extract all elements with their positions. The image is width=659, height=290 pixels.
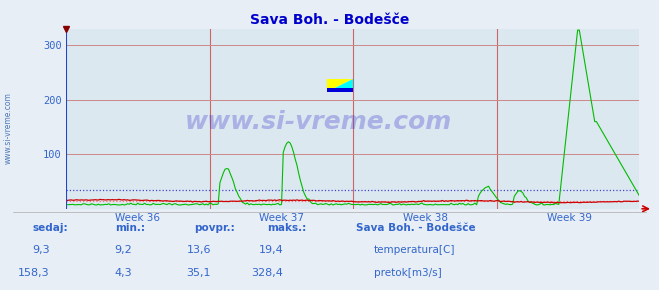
Text: sedaj:: sedaj:: [33, 223, 69, 233]
Text: maks.:: maks.:: [267, 223, 306, 233]
Text: povpr.:: povpr.:: [194, 223, 235, 233]
Bar: [327, 88, 353, 92]
Polygon shape: [327, 79, 353, 92]
Text: Sava Boh. - Bodešče: Sava Boh. - Bodešče: [250, 13, 409, 27]
Text: min.:: min.:: [115, 223, 146, 233]
Text: www.si-vreme.com: www.si-vreme.com: [185, 110, 452, 135]
Text: 4,3: 4,3: [114, 268, 132, 278]
Text: 158,3: 158,3: [18, 268, 49, 278]
Text: pretok[m3/s]: pretok[m3/s]: [374, 268, 442, 278]
Text: www.si-vreme.com: www.si-vreme.com: [3, 92, 13, 164]
Text: 9,2: 9,2: [114, 245, 132, 255]
Text: temperatura[C]: temperatura[C]: [374, 245, 455, 255]
Text: Sava Boh. - Bodešče: Sava Boh. - Bodešče: [356, 223, 476, 233]
Text: 328,4: 328,4: [252, 268, 283, 278]
Text: 9,3: 9,3: [32, 245, 49, 255]
Text: 19,4: 19,4: [258, 245, 283, 255]
Text: 13,6: 13,6: [186, 245, 211, 255]
Text: 35,1: 35,1: [186, 268, 211, 278]
Polygon shape: [327, 79, 353, 92]
